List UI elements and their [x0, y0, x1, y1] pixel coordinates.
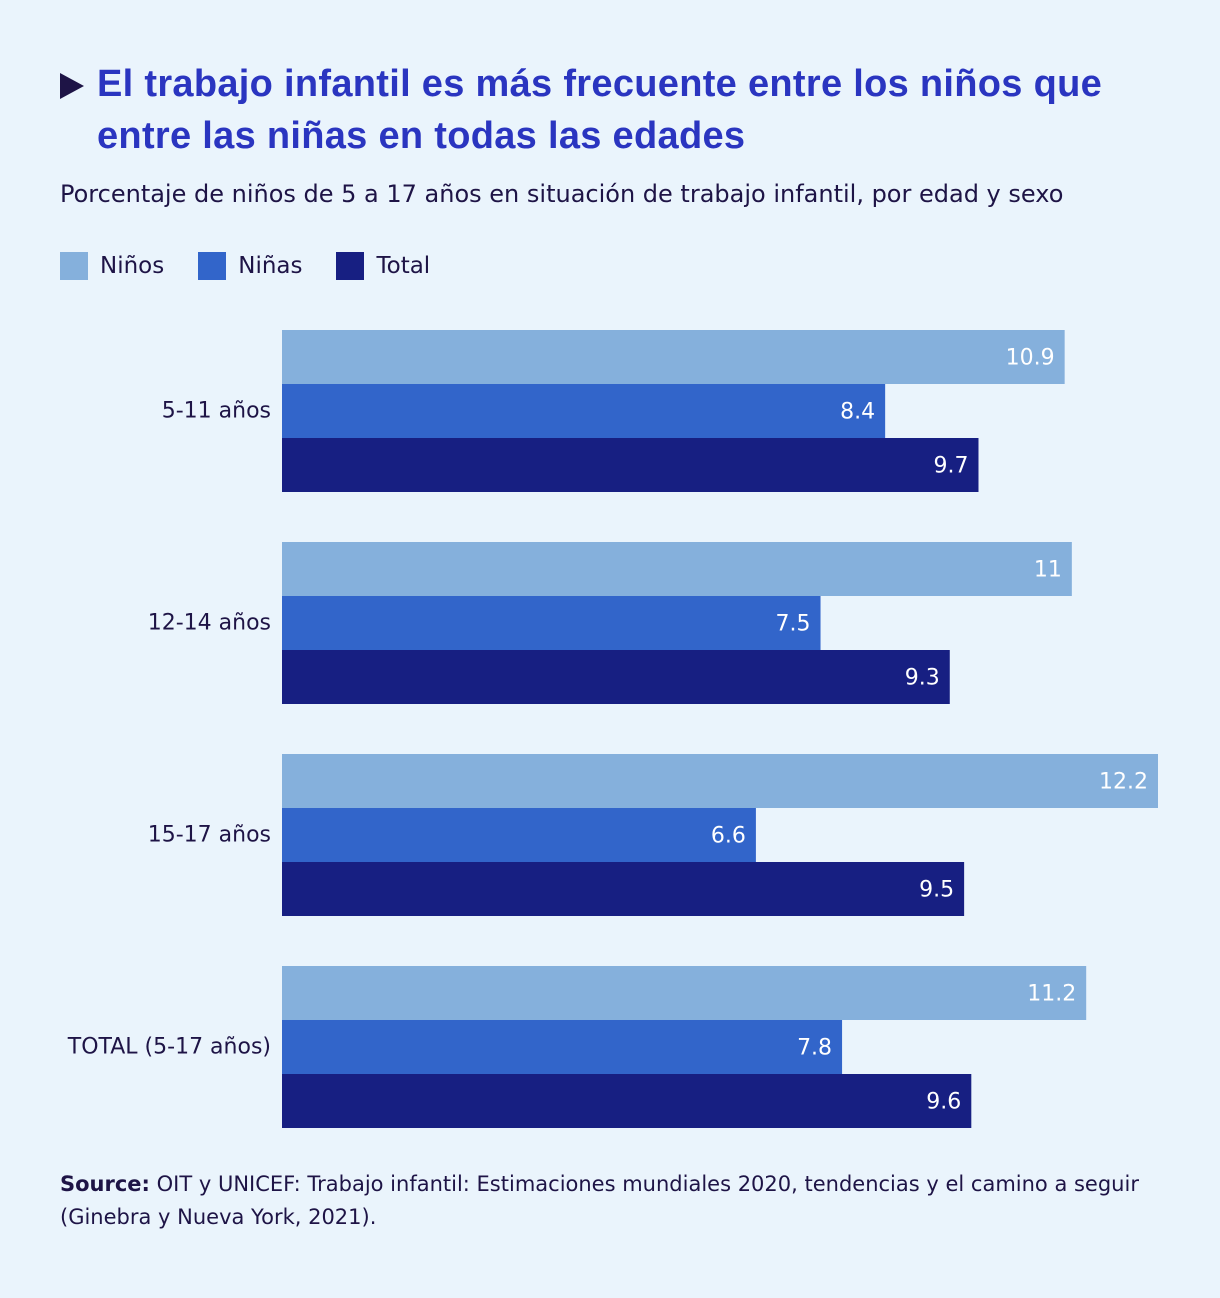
- value-label-total-12-14-anos: 9.3: [905, 666, 940, 691]
- legend-swatch-ninas: [198, 252, 227, 280]
- category-label-12-14-anos: 12-14 años: [148, 611, 271, 636]
- bar-ninas-15-17-anos: [282, 808, 756, 862]
- bar-ninas-total-5-17-anos: [282, 1020, 843, 1074]
- value-label-total-15-17-anos: 9.5: [919, 878, 954, 903]
- value-label-ninos-total-5-17-anos: 11.2: [1027, 982, 1076, 1007]
- bar-ninas-5-11-anos: [282, 384, 886, 438]
- bar-ninos-15-17-anos: [282, 754, 1158, 808]
- bar-total-5-11-anos: [282, 438, 979, 492]
- legend-label-ninas: Niñas: [238, 253, 303, 279]
- chart-subtitle: Porcentaje de niños de 5 a 17 años en si…: [60, 180, 1064, 208]
- bar-total-12-14-anos: [282, 650, 950, 704]
- bar-ninos-12-14-anos: [282, 542, 1072, 596]
- value-label-ninas-total-5-17-anos: 7.8: [797, 1036, 832, 1061]
- legend-swatch-total: [336, 252, 365, 280]
- value-label-ninas-15-17-anos: 6.6: [711, 824, 746, 849]
- value-label-ninas-12-14-anos: 7.5: [776, 612, 811, 637]
- source-note: Source: OIT y UNICEF: Trabajo infantil: …: [60, 1168, 1160, 1234]
- category-label-total-5-17-anos: TOTAL (5-17 años): [67, 1035, 271, 1060]
- value-label-ninos-12-14-anos: 11: [1034, 558, 1062, 583]
- legend-label-total: Total: [376, 253, 431, 279]
- legend-item-total: Total: [336, 252, 430, 280]
- source-label: Source:: [60, 1172, 150, 1196]
- bar-ninos-5-11-anos: [282, 330, 1065, 384]
- bar-total-15-17-anos: [282, 862, 965, 916]
- bar-ninos-total-5-17-anos: [282, 966, 1087, 1020]
- legend-label-ninos: Niños: [100, 253, 165, 279]
- legend-item-ninos: Niños: [60, 252, 164, 280]
- category-label-15-17-anos: 15-17 años: [148, 823, 271, 848]
- play-triangle-icon: [60, 73, 84, 99]
- category-label-5-11-anos: 5-11 años: [162, 399, 271, 424]
- legend: Niños Niñas Total: [60, 252, 464, 280]
- legend-item-ninas: Niñas: [198, 252, 302, 280]
- value-label-total-5-11-anos: 9.7: [933, 454, 968, 479]
- chart-title: El trabajo infantil es más frecuente ent…: [97, 63, 1103, 157]
- source-text: OIT y UNICEF: Trabajo infantil: Estimaci…: [60, 1172, 1139, 1229]
- legend-swatch-ninos: [60, 252, 88, 280]
- value-label-total-total-5-17-anos: 9.6: [926, 1090, 961, 1115]
- value-label-ninos-5-11-anos: 10.9: [1006, 346, 1055, 371]
- value-label-ninas-5-11-anos: 8.4: [840, 400, 875, 425]
- title-block: El trabajo infantil es más frecuente ent…: [60, 58, 1170, 162]
- bar-ninas-12-14-anos: [282, 596, 821, 650]
- value-label-ninos-15-17-anos: 12.2: [1099, 770, 1148, 795]
- bar-total-total-5-17-anos: [282, 1074, 972, 1128]
